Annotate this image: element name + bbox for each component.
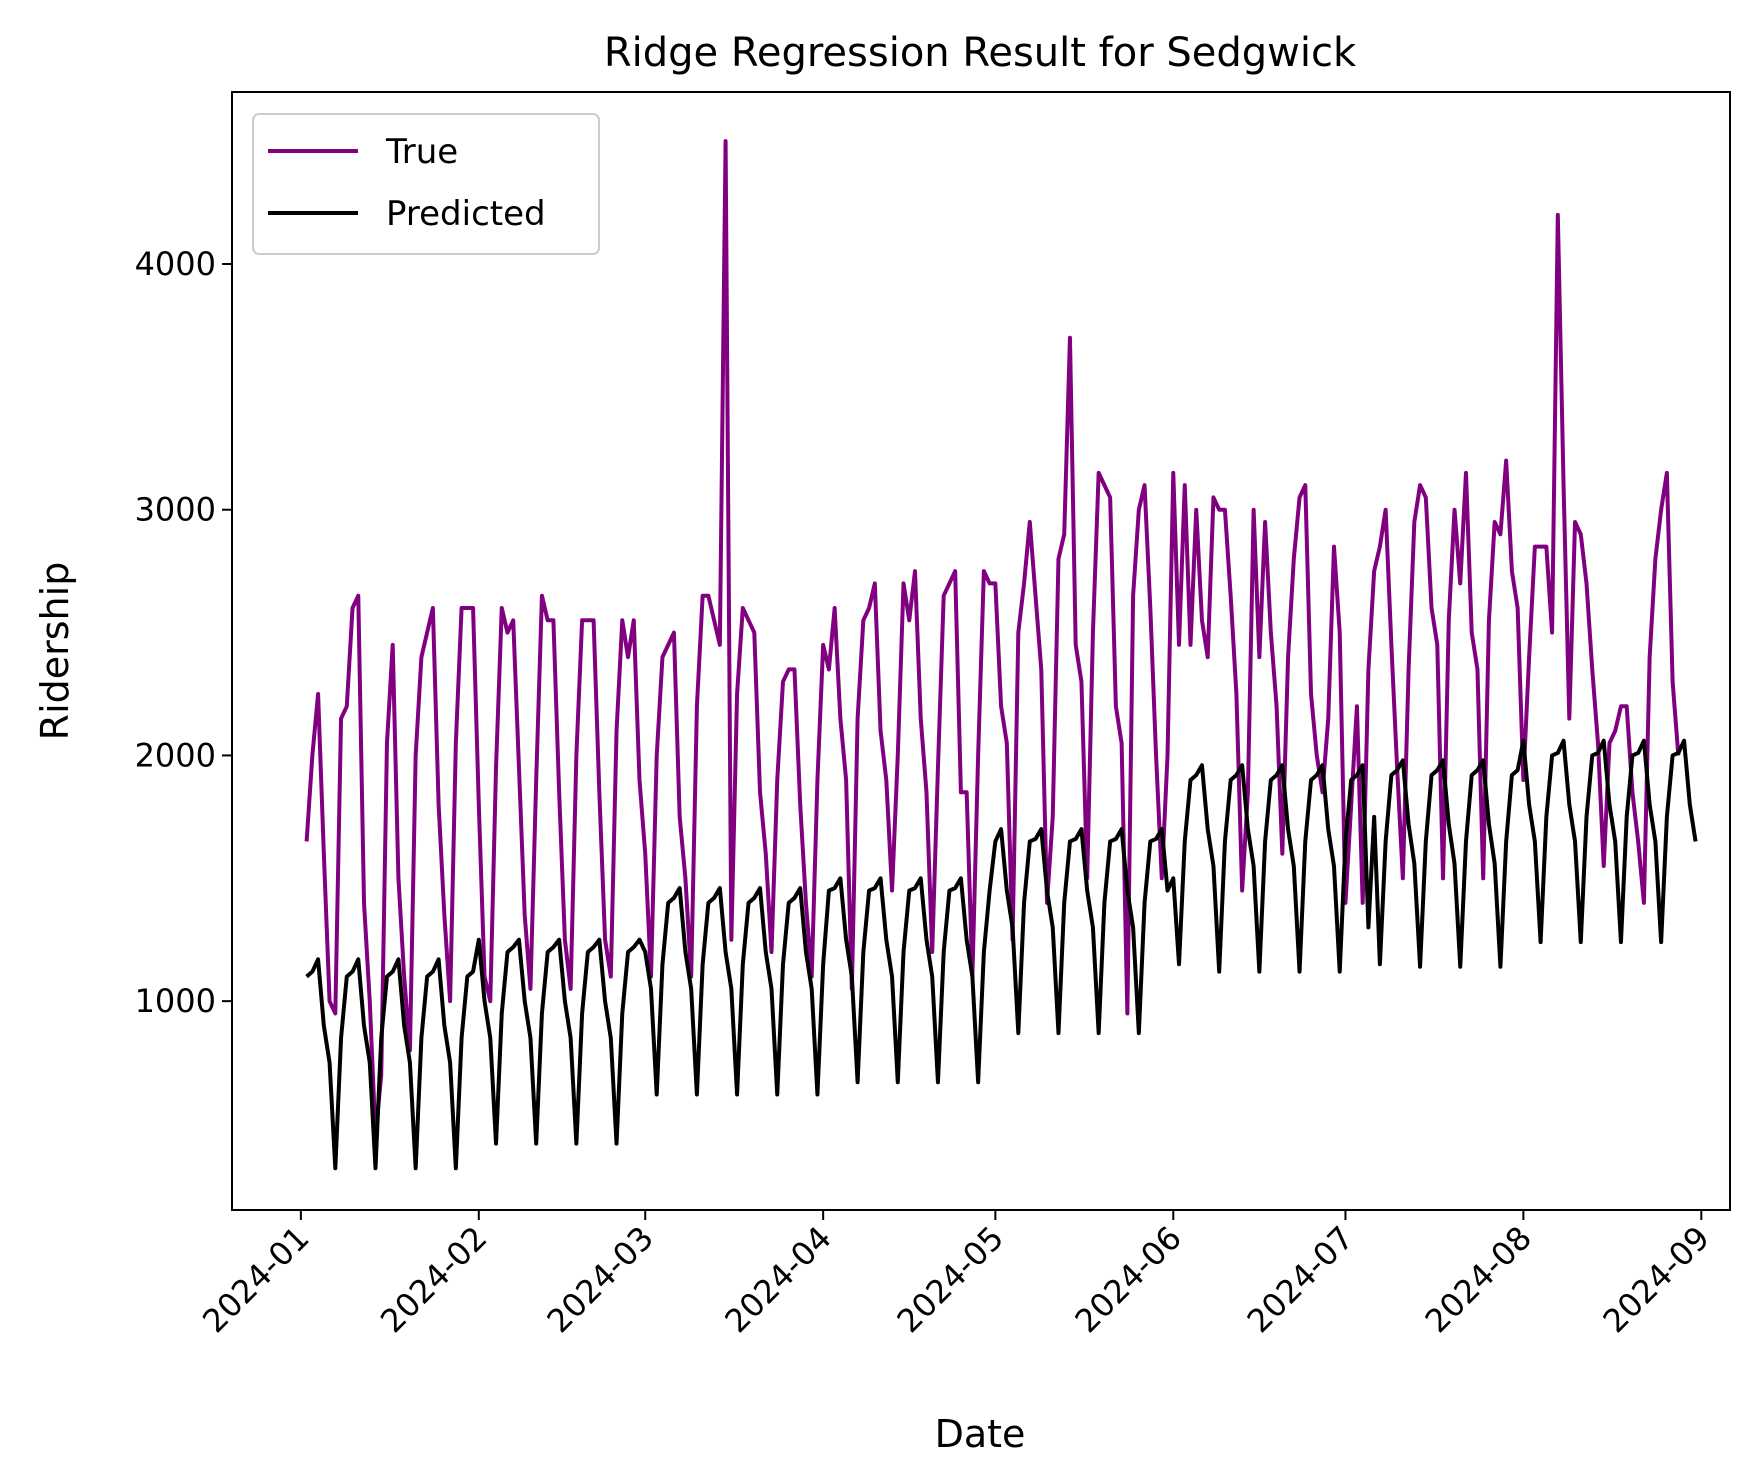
series-lines — [304, 139, 1698, 1171]
y-tick-label: 3000 — [135, 491, 216, 529]
y-axis-label: Ridership — [33, 562, 77, 741]
legend-label-predicted: Predicted — [386, 194, 546, 234]
x-axis-label: Date — [935, 1412, 1026, 1456]
y-axis: 1000 2000 3000 4000 — [135, 245, 232, 1020]
series-line-true — [304, 139, 1681, 1139]
series-line-predicted — [305, 738, 1698, 1171]
legend: True Predicted — [252, 113, 600, 255]
legend-label-true: True — [385, 132, 458, 172]
chart-title: Ridge Regression Result for Sedgwick — [604, 30, 1357, 76]
y-tick-label: 2000 — [135, 736, 216, 774]
y-tick-label: 1000 — [135, 982, 216, 1020]
plot-area — [231, 91, 1731, 1211]
y-tick-label: 4000 — [135, 245, 216, 283]
